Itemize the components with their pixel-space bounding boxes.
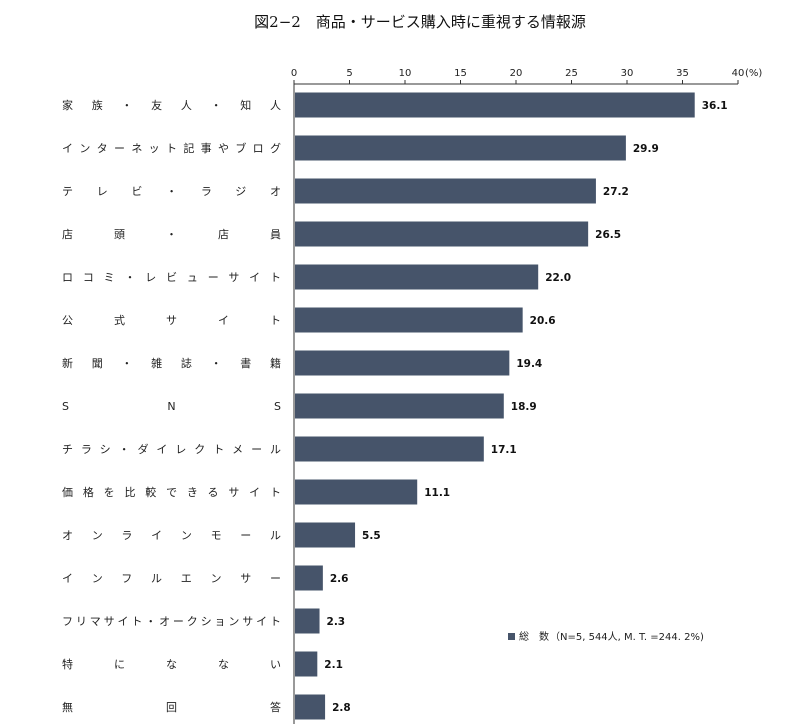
- chart-title: 図2−2 商品・サービス購入時に重視する情報源: [254, 13, 586, 31]
- category-label: インターネット記事やブログ: [62, 141, 281, 155]
- value-label: 29.9: [633, 143, 659, 155]
- category-label: インフルエンサー: [62, 572, 281, 585]
- category-label: 無回答: [62, 700, 281, 714]
- bar: [295, 694, 326, 720]
- value-label: 2.3: [327, 616, 346, 628]
- value-label: 19.4: [516, 358, 542, 370]
- bar: [295, 651, 318, 677]
- category-label: チラシ・ダイレクトメール: [62, 442, 281, 456]
- value-label: 5.5: [362, 530, 381, 542]
- x-tick-label: 0: [291, 68, 297, 79]
- bar: [295, 350, 510, 376]
- legend-note: （N=5, 544人, M. T. =244. 2%): [550, 631, 704, 643]
- x-tick-label: 10: [399, 68, 412, 79]
- legend-swatch: [508, 633, 515, 640]
- x-tick-label: 15: [454, 68, 467, 79]
- x-tick-label: 40: [732, 68, 745, 79]
- bar: [295, 221, 589, 247]
- x-axis: 0 5 10 15 20 25 30 35 40 (%): [291, 68, 762, 85]
- category-label: オンラインモール: [62, 529, 281, 542]
- category-label: 価格を比較できるサイト: [62, 485, 281, 499]
- category-labels: 家族・友人・知人インターネット記事やブログテレビ・ラジオ店頭・店員ロコミ・レビュ…: [62, 98, 281, 714]
- category-label: 店頭・店員: [62, 227, 281, 241]
- x-tick-label: 30: [621, 68, 634, 79]
- bar: [295, 436, 484, 462]
- category-label: テレビ・ラジオ: [62, 185, 281, 198]
- value-label: 27.2: [603, 186, 629, 198]
- bar: [295, 135, 626, 161]
- bar: [295, 264, 539, 290]
- value-label: 2.6: [330, 573, 349, 585]
- x-tick-label: 25: [565, 68, 578, 79]
- category-label: フリマサイト・オークションサイト: [62, 615, 281, 628]
- bar: [295, 565, 323, 591]
- x-tick-label: 5: [346, 68, 352, 79]
- bar: [295, 608, 320, 634]
- value-label: 17.1: [491, 444, 517, 456]
- category-label: 家族・友人・知人: [62, 98, 281, 112]
- bar: [295, 92, 695, 118]
- category-label: 新聞・雑誌・書籍: [62, 356, 281, 370]
- value-labels: 36.1 29.9 27.2 26.5 22.0 20.6 19.4 18.9 17.1 11.1…: [324, 100, 727, 714]
- bar: [295, 393, 504, 419]
- category-label: ロコミ・レビューサイト: [62, 271, 281, 284]
- bar: [295, 479, 418, 505]
- bar: [295, 307, 523, 333]
- bar: [295, 522, 356, 548]
- bar: [295, 178, 596, 204]
- x-tick-label: 35: [676, 68, 689, 79]
- value-label: 2.8: [332, 702, 351, 714]
- category-label: 特になない: [62, 657, 281, 671]
- value-label: 22.0: [545, 272, 571, 284]
- value-label: 11.1: [424, 487, 450, 499]
- category-label: 公式サイト: [62, 314, 281, 327]
- value-label: 20.6: [530, 315, 556, 327]
- value-label: 36.1: [702, 100, 728, 112]
- x-tick-label: 20: [510, 68, 523, 79]
- value-label: 18.9: [511, 401, 537, 413]
- legend: 総 数 （N=5, 544人, M. T. =244. 2%): [508, 630, 704, 643]
- value-label: 26.5: [595, 229, 621, 241]
- legend-label: 総 数: [519, 630, 549, 643]
- category-label: SNS: [62, 400, 281, 413]
- value-label: 2.1: [324, 659, 343, 671]
- bar-group: [295, 92, 695, 720]
- x-axis-unit-label: (%): [745, 68, 762, 79]
